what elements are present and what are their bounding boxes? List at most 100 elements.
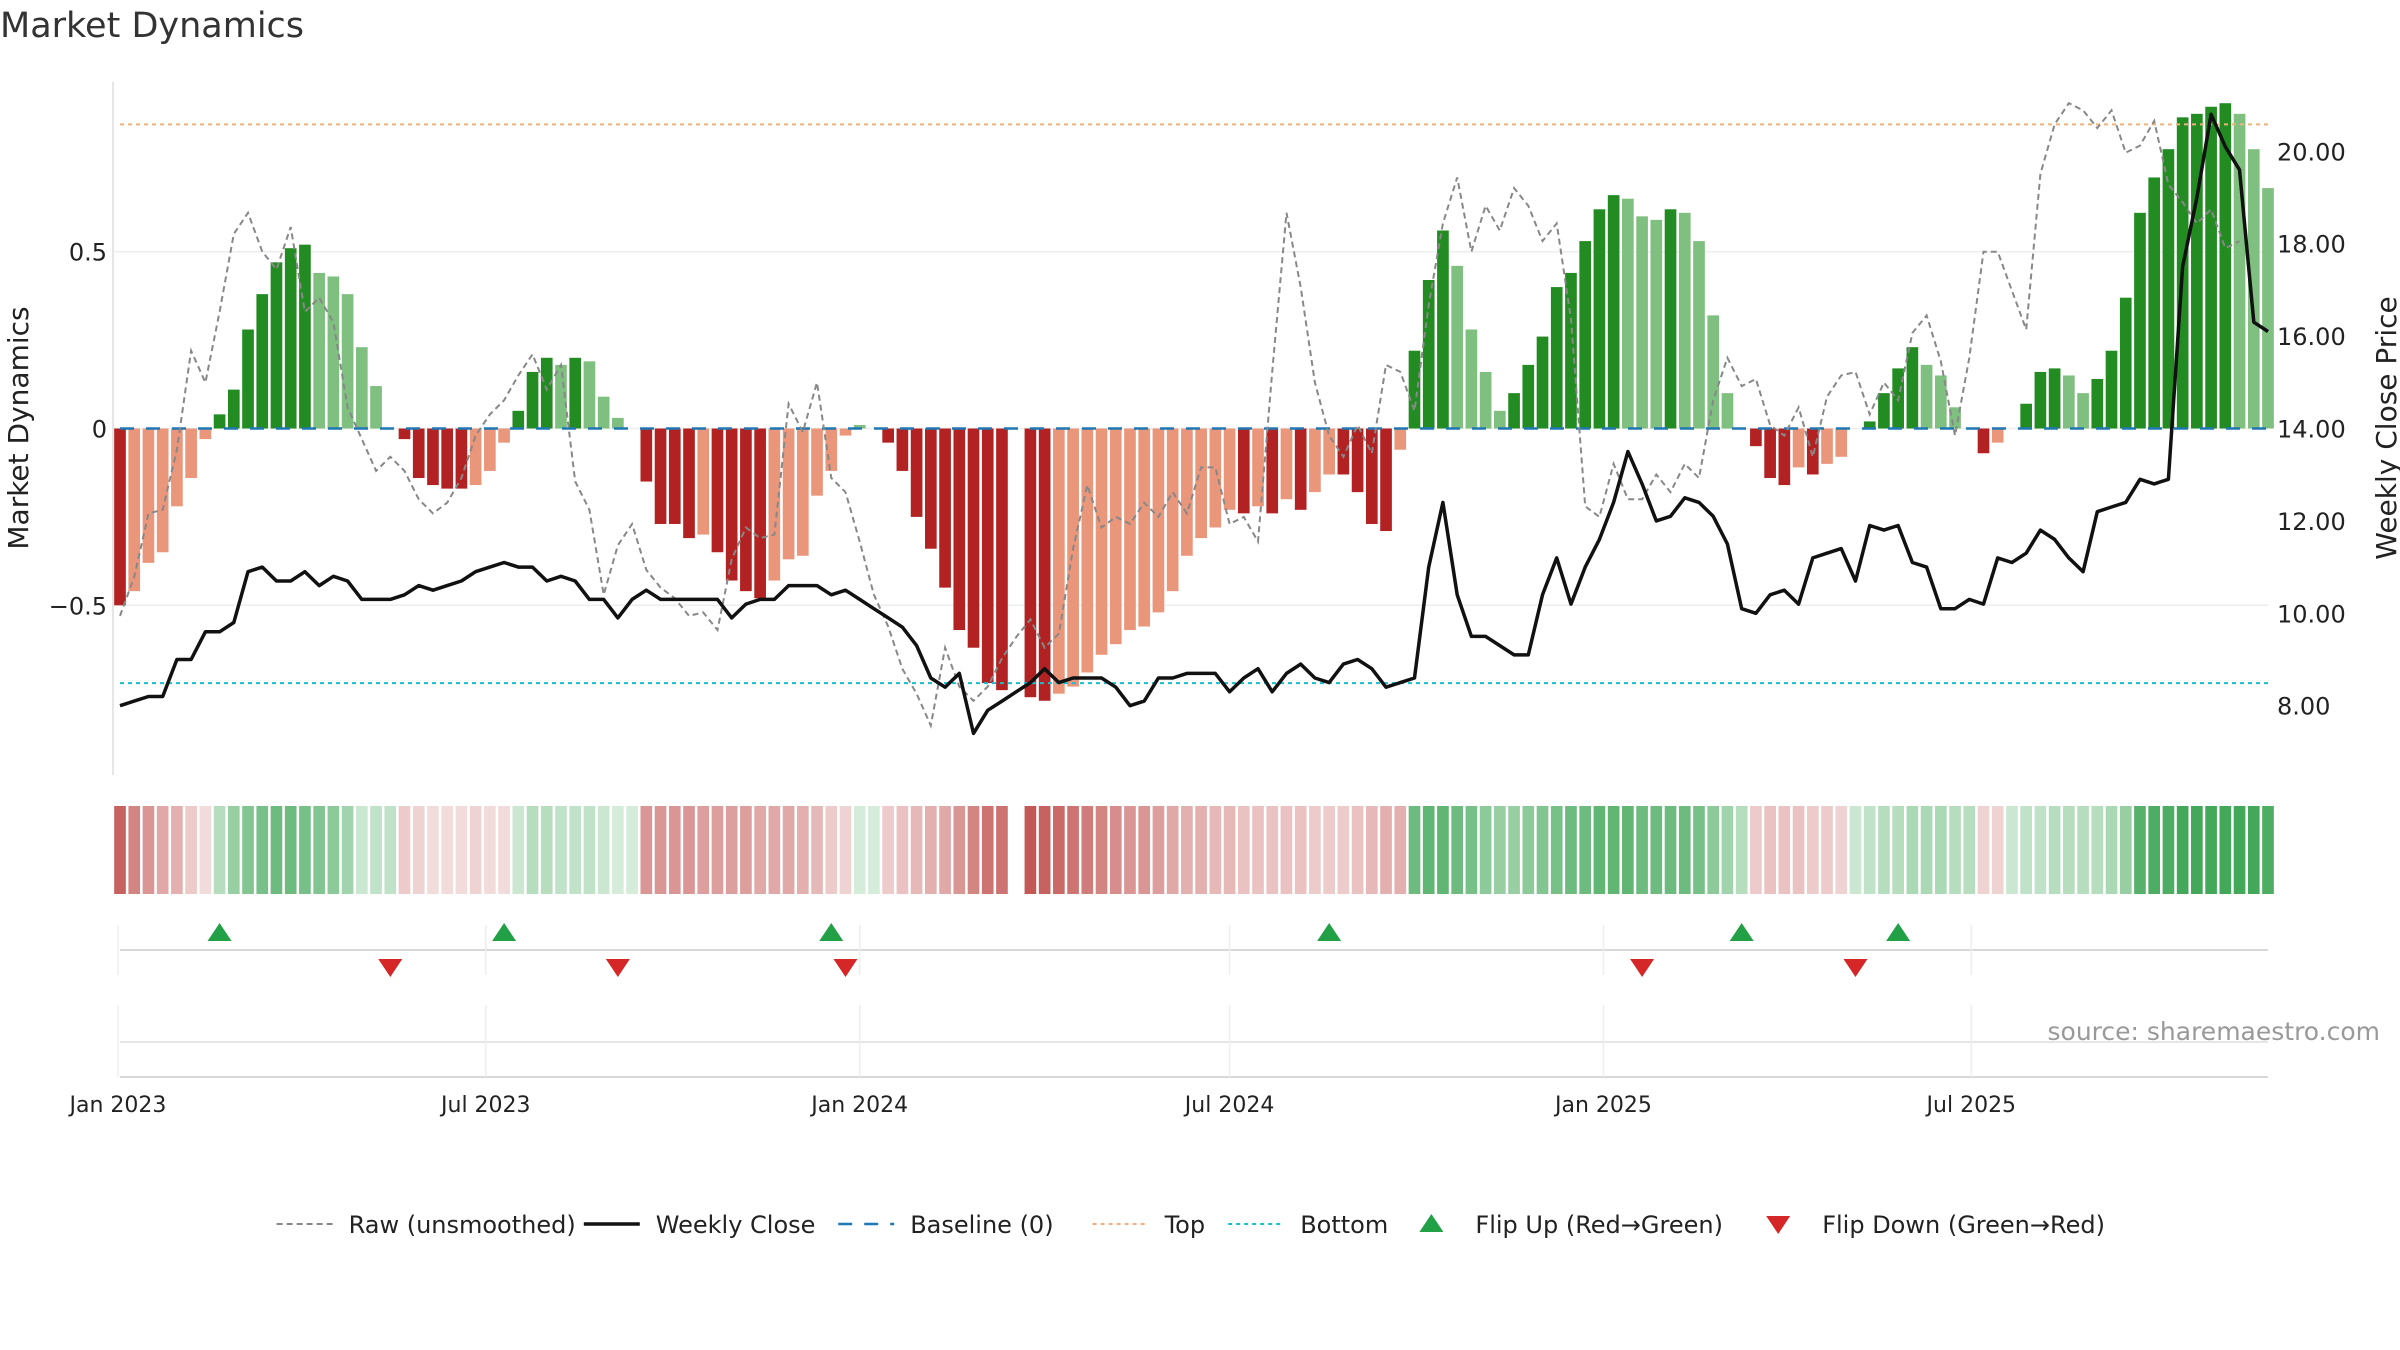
sentiment-cell bbox=[2176, 806, 2189, 894]
dynamics-bar bbox=[1778, 428, 1791, 486]
reference-lines bbox=[120, 123, 2268, 685]
dynamics-bar bbox=[1508, 393, 1520, 429]
flip-up-marker bbox=[207, 923, 232, 941]
right-axis-label: Weekly Close Price bbox=[2370, 296, 2400, 559]
dynamics-bar bbox=[1437, 230, 1449, 429]
dynamics-bar bbox=[1394, 428, 1407, 450]
dynamics-bar bbox=[597, 396, 610, 429]
sentiment-cell bbox=[569, 806, 582, 894]
dynamics-bar bbox=[213, 414, 226, 429]
dynamics-bar bbox=[683, 428, 695, 539]
dynamics-bar bbox=[768, 428, 781, 581]
sentiment-cell bbox=[2219, 806, 2232, 894]
sentiment-cell bbox=[455, 806, 468, 894]
flip-down-marker bbox=[833, 959, 858, 977]
right-axis-ticks: 20.00 18.00 16.00 14.00 12.00 10.00 8.00 bbox=[2277, 138, 2346, 720]
source-label: source: sharemaestro.com bbox=[2048, 1017, 2381, 1046]
sentiment-cell bbox=[2006, 806, 2018, 894]
sentiment-cell bbox=[2233, 806, 2246, 894]
legend-label: Flip Up (Red→Green) bbox=[1475, 1211, 1723, 1239]
dynamics-bar bbox=[583, 361, 596, 429]
sentiment-cell bbox=[284, 806, 297, 894]
dynamics-bar bbox=[1109, 428, 1122, 645]
dynamics-bar bbox=[725, 428, 738, 581]
sentiment-cell bbox=[1422, 806, 1435, 894]
dynamics-bar bbox=[1209, 428, 1222, 528]
sentiment-cell bbox=[2191, 806, 2203, 894]
dynamics-bar bbox=[1607, 195, 1620, 429]
sentiment-cell bbox=[2262, 806, 2274, 894]
sentiment-cell bbox=[441, 806, 454, 894]
dynamics-bar bbox=[1181, 428, 1193, 556]
sentiment-cell bbox=[370, 806, 382, 894]
sentiment-cell bbox=[1636, 806, 1648, 894]
sentiment-cell bbox=[711, 806, 724, 894]
dynamics-bar bbox=[1949, 407, 1961, 429]
sentiment-cell bbox=[213, 806, 226, 894]
weekly-close-series bbox=[119, 112, 2269, 736]
left-tick-label: 0 bbox=[92, 416, 107, 444]
dynamics-bar bbox=[199, 428, 212, 440]
dynamics-bar bbox=[1451, 265, 1463, 429]
dynamics-bar bbox=[1920, 364, 1933, 429]
dynamics-bar bbox=[355, 347, 368, 429]
dynamics-bar bbox=[1266, 428, 1279, 514]
dynamics-bar bbox=[1494, 410, 1506, 429]
sentiment-cell bbox=[1963, 806, 1976, 894]
dynamics-bar bbox=[455, 428, 468, 489]
sentiment-cell bbox=[156, 806, 169, 894]
sentiment-cell bbox=[555, 806, 567, 894]
sentiment-cell bbox=[2063, 806, 2075, 894]
sentiment-cell bbox=[185, 806, 197, 894]
dynamics-bar bbox=[640, 428, 653, 482]
sentiment-cell bbox=[1280, 806, 1293, 894]
dynamics-bar bbox=[1422, 280, 1435, 429]
sentiment-cell bbox=[1522, 806, 1535, 894]
sentiment-cell bbox=[1664, 806, 1677, 894]
sentiment-cell bbox=[1863, 806, 1876, 894]
sentiment-cell bbox=[782, 806, 795, 894]
sentiment-cell bbox=[1750, 806, 1762, 894]
sentiment-cell bbox=[484, 806, 496, 894]
sentiment-cell bbox=[1920, 806, 1933, 894]
sentiment-cell bbox=[1394, 806, 1407, 894]
dynamics-bar bbox=[313, 272, 325, 429]
sentiment-cell bbox=[256, 806, 269, 894]
dynamics-bar bbox=[1294, 428, 1307, 510]
sentiment-cell bbox=[1892, 806, 1904, 894]
dynamics-bar bbox=[441, 428, 454, 489]
dynamics-bar bbox=[1323, 428, 1335, 475]
sentiment-cell bbox=[2091, 806, 2104, 894]
legend-label: Bottom bbox=[1300, 1211, 1388, 1239]
sentiment-cell bbox=[270, 806, 283, 894]
dynamics-bar bbox=[882, 428, 894, 443]
dynamics-bar bbox=[654, 428, 667, 524]
dynamics-bar bbox=[1650, 219, 1663, 429]
dynamics-bar bbox=[484, 428, 496, 471]
sentiment-cell bbox=[1536, 806, 1549, 894]
dynamics-bar bbox=[1721, 393, 1734, 429]
dynamics-bar bbox=[1166, 428, 1179, 592]
dynamics-bar bbox=[299, 244, 311, 429]
flip-panel-gridlines bbox=[117, 925, 1973, 975]
sentiment-cell bbox=[1991, 806, 2004, 894]
flip-down-marker bbox=[605, 959, 630, 977]
sentiment-cell bbox=[1109, 806, 1122, 894]
dynamics-bar bbox=[1664, 209, 1677, 429]
sentiment-cell bbox=[1309, 806, 1321, 894]
dynamics-bar bbox=[953, 428, 966, 631]
right-tick-label: 20.00 bbox=[2277, 138, 2346, 166]
flip-down-marker bbox=[378, 959, 403, 977]
legend-item: Top bbox=[1092, 1211, 1205, 1239]
sentiment-cell bbox=[1252, 806, 1264, 894]
sentiment-cell bbox=[398, 806, 411, 894]
dynamics-bar bbox=[526, 371, 539, 429]
dynamics-bar bbox=[171, 428, 183, 507]
dynamics-bar bbox=[2262, 188, 2274, 429]
dynamics-bar bbox=[1863, 421, 1876, 429]
sentiment-cell bbox=[768, 806, 781, 894]
dynamics-bar bbox=[697, 428, 710, 535]
dynamics-bar bbox=[341, 294, 354, 429]
sentiment-cell bbox=[882, 806, 894, 894]
sentiment-cell bbox=[939, 806, 951, 894]
